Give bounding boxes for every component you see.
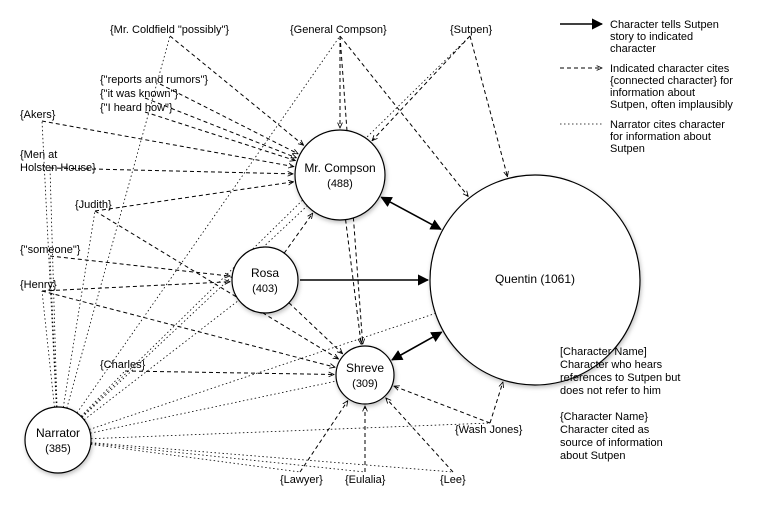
citation-edge [470,36,507,177]
legend-key-text: references to Sutpen but [560,372,680,384]
citation-edge [145,112,295,161]
source-label: {Akers} [20,109,56,121]
citation-edge [42,291,335,367]
citation-edge [394,386,490,423]
node-compson: Mr. Compson (488) [295,130,385,220]
citation-edge [386,398,453,472]
node-rosa: Rosa (403) [232,247,298,313]
node-label-count: (488) [327,178,353,190]
legend-text: information about [610,87,695,99]
source-label: {Judith} [75,199,112,211]
node-label-count: (403) [252,283,278,295]
narrator-edge [91,423,490,439]
legend-key-text: about Sutpen [560,450,625,462]
node-shreve: Shreve (309) [336,346,394,404]
citation-edge [50,256,230,276]
citation-edge [490,382,503,423]
legend-text: Narrator cites character [610,119,725,131]
source-label: {"I heard how"} [100,102,173,114]
citation-edge [300,401,348,472]
citation-edge [170,36,304,145]
narrator-edge [63,211,95,407]
legend-text: Sutpen [610,143,645,155]
node-label-count: (309) [352,378,378,390]
source-label: {Men at [20,149,57,161]
node-label: Mr. Compson [304,161,375,175]
citation-edge [125,371,334,374]
legend-text: story to indicated [610,31,693,43]
legend-key-text: Character cited as [560,424,650,436]
node-label: Shreve [346,361,384,375]
legend-text: Indicated character cites [610,63,730,75]
legend-key-text: {Character Name} [560,411,648,423]
source-label: Holsten House} [20,162,96,174]
narrator-edge [91,443,365,472]
network-diagram: Mr. Compson (488) Rosa (403) Shreve (309) Quen… [0,0,762,510]
source-label: {Charles} [100,359,146,371]
story-edge [392,332,442,360]
legend-key-text: Character who hears [560,359,663,371]
node-narrator: Narrator (385) [25,407,91,473]
citation-edge [372,36,470,141]
source-label: {"it was known"} [100,88,178,100]
citation-edge [284,213,313,253]
citation-edge [95,182,293,211]
legend-key-text: does not refer to him [560,385,661,397]
legend-text: {connected character} for [610,75,733,87]
narrator-edge [42,291,54,407]
node-label: Quentin (1061) [495,272,575,286]
source-label: {Lee} [440,474,466,486]
citation-edge [346,220,362,345]
source-label: {Mr. Coldfield "possibly"} [110,24,229,36]
source-label: {Lawyer} [280,474,323,486]
legend-text: Character tells Sutpen [610,19,719,31]
citation-edge [95,211,339,359]
citation-edge [42,121,294,167]
node-label: Rosa [251,266,279,280]
node-label-count: (385) [45,443,71,455]
citation-edge [289,303,343,354]
citation-edge [160,84,298,154]
citation-edge [42,282,230,291]
narrator-edge [90,381,336,433]
source-label: {General Compson} [290,24,387,36]
source-label: {Eulalia} [345,474,386,486]
story-edge [381,197,440,229]
narrator-edge [81,371,125,416]
node-label: Narrator [36,426,80,440]
narrator-edge [91,444,300,472]
source-label: {Sutpen} [450,24,493,36]
legend-key-text: source of information [560,437,663,449]
source-label: {"someone"} [20,244,81,256]
nodes-layer: Mr. Compson (488) Rosa (403) Shreve (309) Quen… [25,130,640,473]
legend-text: character [610,43,656,55]
narrator-edge [91,443,453,472]
legend-text: for information about [610,131,711,143]
source-label: {"reports and rumors"} [100,74,208,86]
legend-text: Sutpen, often implausibly [610,99,733,111]
legend-key-text: [Character Name] [560,346,647,358]
source-label: {Henry} [20,279,57,291]
source-label: {Wash Jones} [455,424,523,436]
